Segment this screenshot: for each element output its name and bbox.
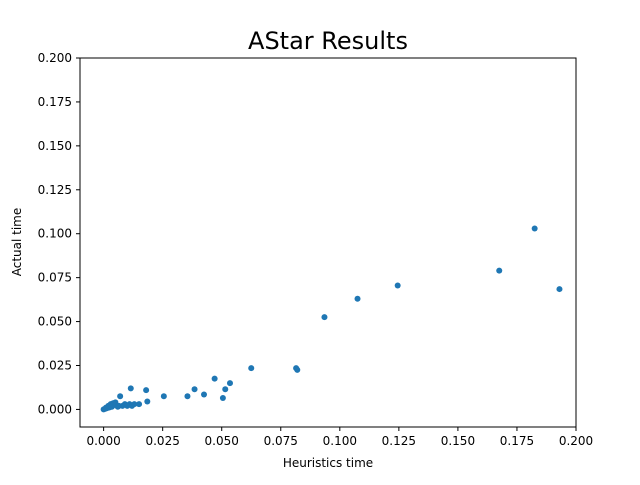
- x-axis-ticks: 0.000 0.025 0.050 0.075 0.100 0.125 0.150 0.175…: [86, 427, 593, 448]
- data-point: [144, 398, 151, 405]
- x-tick-label: 0.150: [441, 434, 475, 448]
- y-tick-label: 0.125: [38, 183, 72, 197]
- y-tick-label: 0.025: [38, 359, 72, 373]
- x-tick-label: 0.000: [86, 434, 120, 448]
- y-tick-label: 0.200: [38, 51, 72, 65]
- x-tick-label: 0.200: [559, 434, 593, 448]
- data-point: [136, 401, 143, 408]
- data-point: [354, 295, 361, 302]
- x-tick-label: 0.175: [500, 434, 534, 448]
- y-tick-label: 0.075: [38, 271, 72, 285]
- chart-title: AStar Results: [248, 27, 408, 55]
- data-point: [321, 314, 328, 321]
- data-points: [100, 225, 563, 413]
- y-tick-label: 0.150: [38, 139, 72, 153]
- data-point: [294, 366, 301, 373]
- y-axis-ticks: 0.000 0.025 0.050 0.075 0.100 0.125 0.150 0.175…: [38, 51, 80, 416]
- y-tick-label: 0.175: [38, 95, 72, 109]
- data-point: [248, 365, 255, 372]
- data-point: [394, 282, 401, 289]
- x-axis-label: Heuristics time: [283, 456, 373, 470]
- data-point: [131, 401, 138, 408]
- x-tick-label: 0.125: [382, 434, 416, 448]
- x-tick-label: 0.100: [323, 434, 357, 448]
- data-point: [222, 386, 229, 393]
- data-point: [219, 395, 226, 402]
- data-point: [184, 393, 191, 400]
- data-point: [556, 286, 563, 293]
- plot-area-frame: [79, 57, 577, 428]
- data-point: [117, 393, 124, 400]
- data-point: [191, 386, 198, 393]
- x-tick-label: 0.025: [145, 434, 179, 448]
- y-tick-label: 0.100: [38, 227, 72, 241]
- y-axis-label: Actual time: [10, 208, 24, 277]
- data-point: [226, 380, 233, 387]
- data-point: [127, 385, 134, 392]
- x-tick-label: 0.075: [264, 434, 298, 448]
- y-tick-label: 0.050: [38, 315, 72, 329]
- data-point: [211, 375, 218, 382]
- x-tick-label: 0.050: [205, 434, 239, 448]
- y-tick-label: 0.000: [38, 402, 72, 416]
- data-point: [531, 225, 538, 232]
- data-point: [201, 391, 207, 398]
- data-point: [143, 387, 150, 394]
- data-point: [160, 393, 167, 400]
- data-point: [496, 267, 503, 274]
